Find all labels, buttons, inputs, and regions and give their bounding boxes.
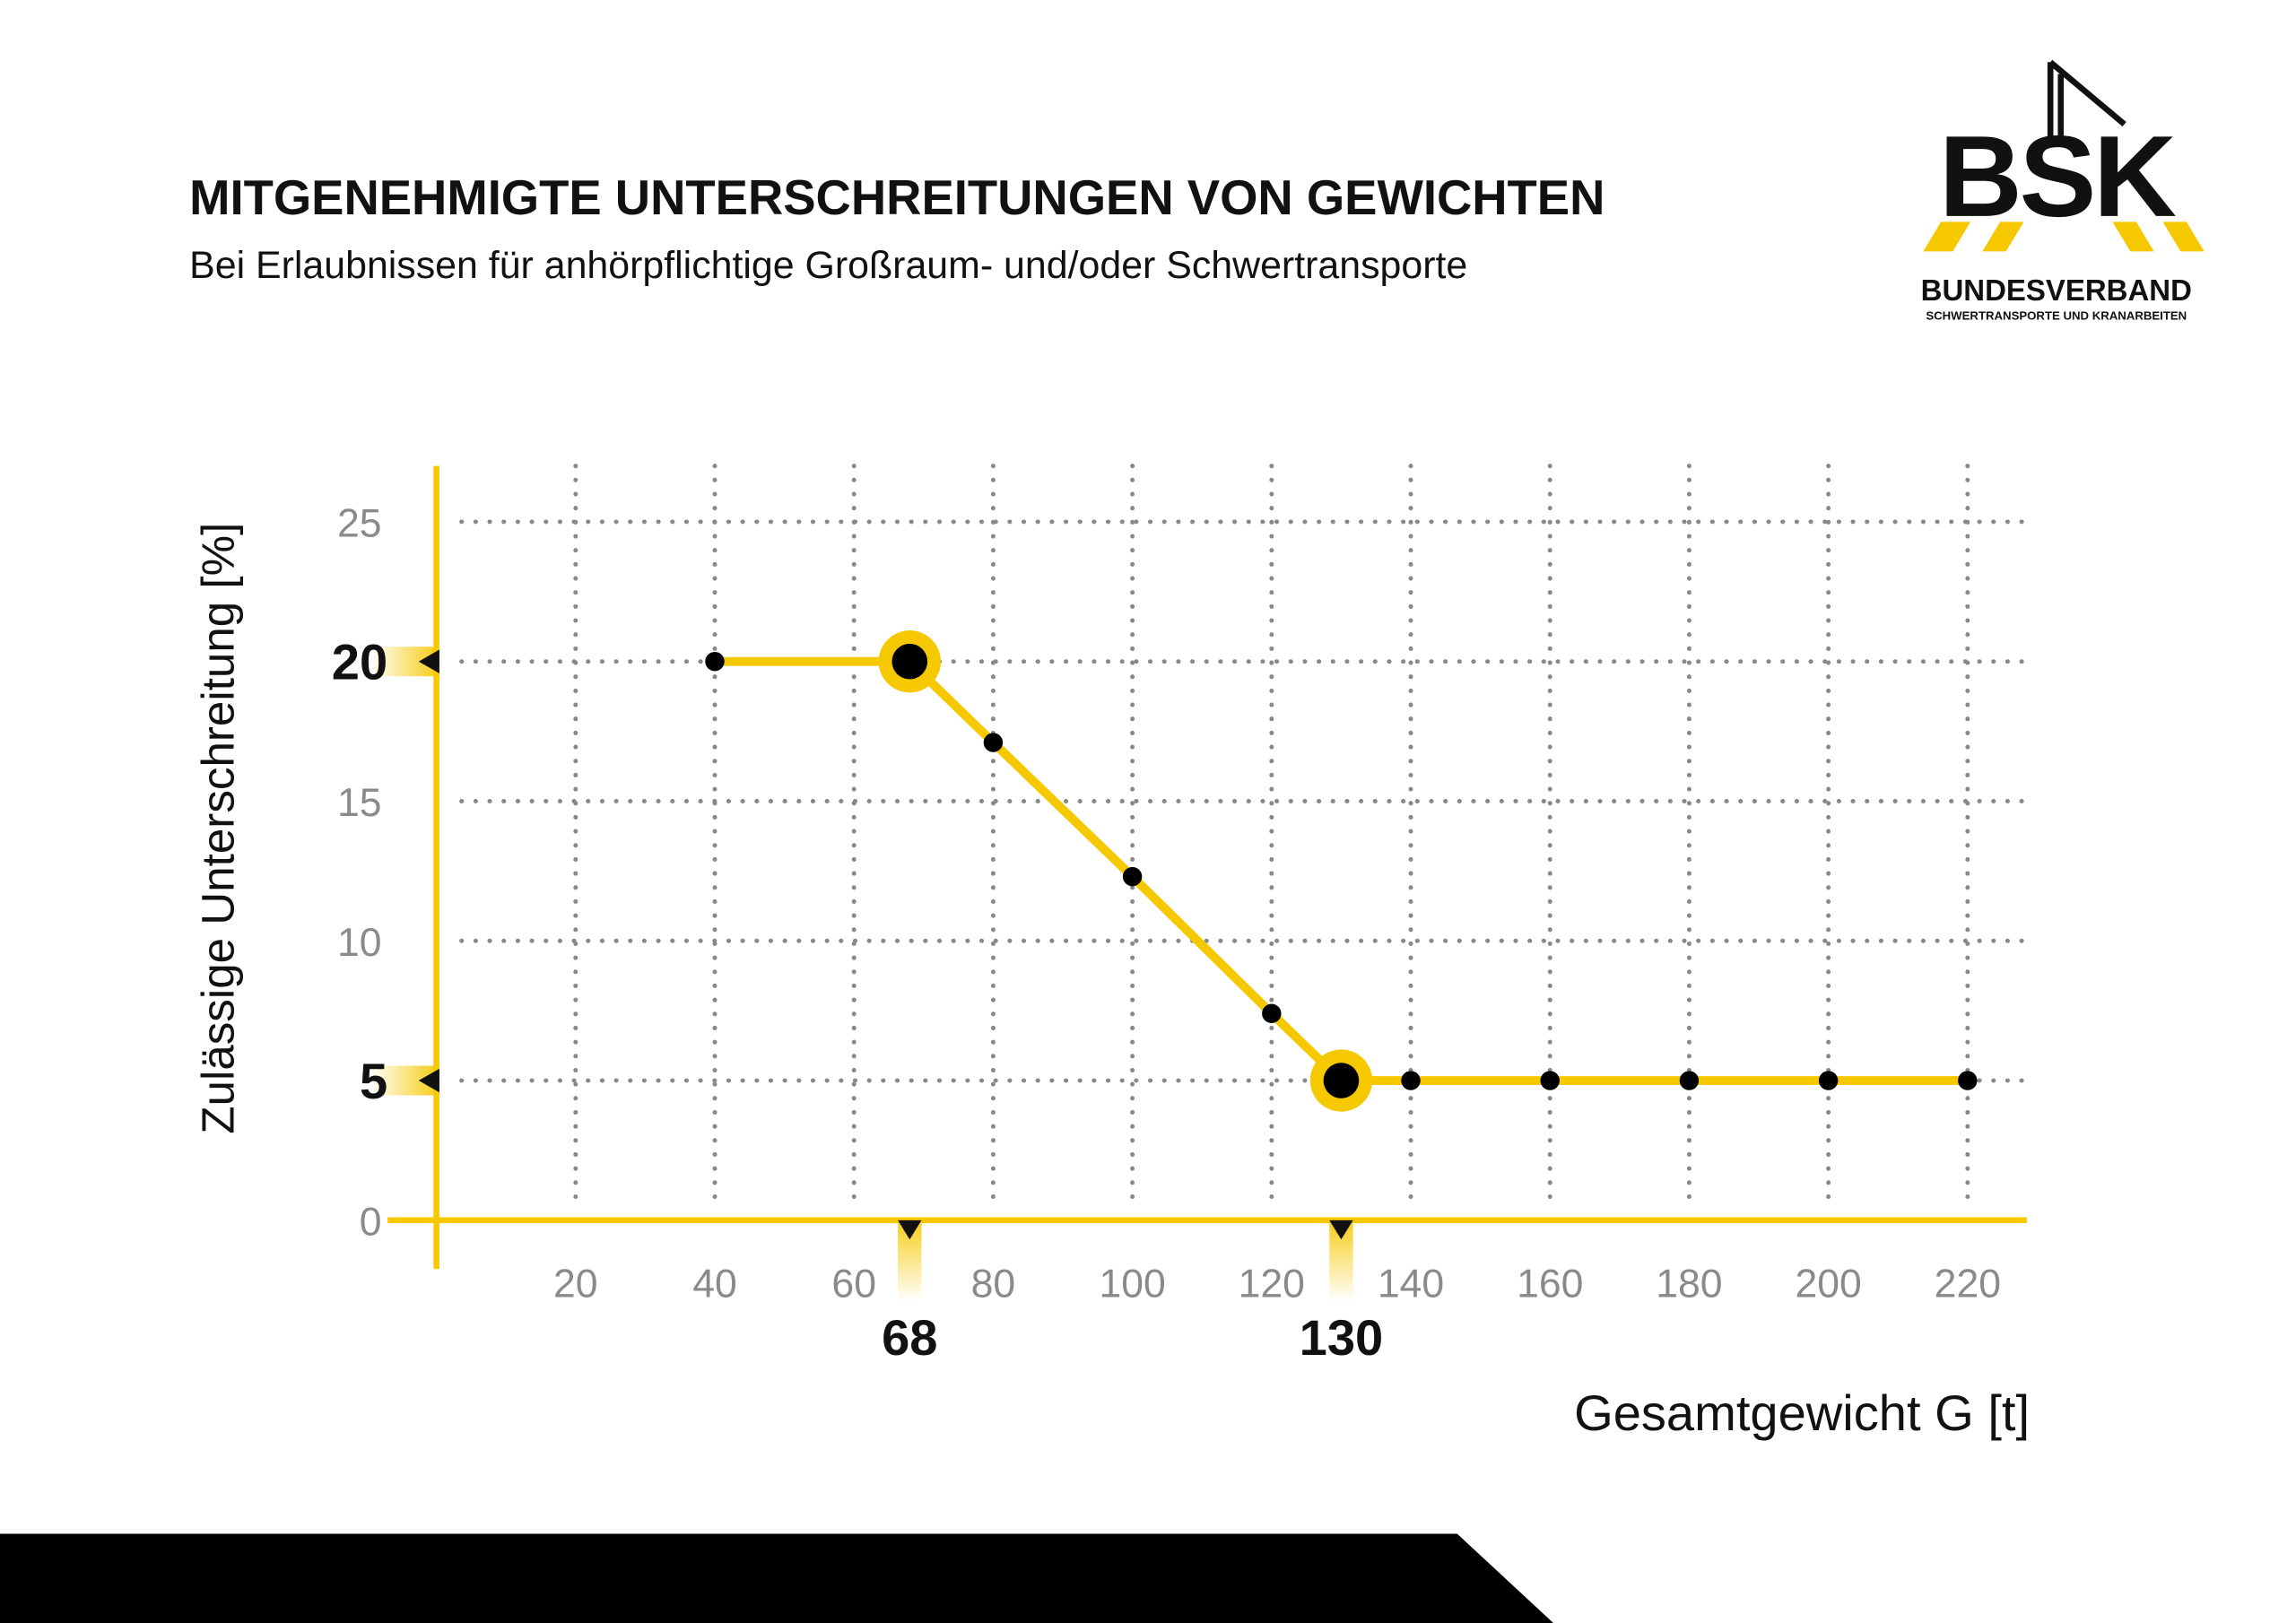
x-tick-label: 180 (1656, 1263, 1722, 1306)
logo-mark: BSK (1939, 113, 2176, 241)
highlight-arrow-x (898, 1219, 922, 1240)
x-tick-label: 120 (1239, 1263, 1305, 1306)
x-tick-label: 60 (831, 1263, 876, 1306)
data-point (705, 651, 725, 672)
x-tick-label: 100 (1099, 1263, 1165, 1306)
x-tick-label: 160 (1517, 1263, 1583, 1306)
data-point (983, 733, 1004, 752)
logo-tagline: SCHWERTRANSPORTE UND KRANARBEITEN (1926, 308, 2187, 322)
x-tick-label: 220 (1935, 1263, 2001, 1306)
x-tick-label: 80 (971, 1263, 1016, 1306)
data-point (1818, 1071, 1839, 1090)
data-point (1679, 1071, 1700, 1090)
highlight-x-label: 68 (882, 1309, 937, 1366)
x-tick-label: 200 (1795, 1263, 1861, 1306)
y-tick-label: 25 (337, 501, 382, 545)
highlight-x-label: 130 (1300, 1309, 1384, 1366)
logo-name: BUNDESVERBAND (1921, 273, 2192, 307)
footer-bar (0, 1533, 1553, 1623)
data-line (715, 656, 1968, 1085)
x-tick-label: 20 (553, 1263, 598, 1306)
highlight-point (891, 643, 928, 680)
chart-title: MITGENEHMIGTE UNTERSCHREITUNGEN VON GEWI… (189, 170, 1605, 225)
logo-stripes (1923, 221, 2205, 252)
x-axis-label: Gesamtgewicht G [t] (1574, 1384, 2030, 1441)
highlight-point (1323, 1063, 1360, 1098)
y-axis-label: Zulässige Unterschreitung [%] (193, 523, 244, 1134)
highlight-y-label: 20 (332, 633, 387, 690)
data-point (1401, 1071, 1421, 1090)
y-tick-label: 10 (337, 921, 382, 965)
logo-crane (2047, 59, 2126, 145)
logo: BSK BUNDESVERBAND SCHWERTRANSPORTE UND K… (1921, 59, 2205, 322)
y-tick-label: 0 (360, 1200, 382, 1244)
plot: 20 40 60 80 100 120 140 160 180 200 220 0 10 15 25 20 68… (332, 464, 2030, 1366)
highlight-arrow-y (418, 1068, 439, 1093)
highlight-arrow-y (418, 649, 439, 673)
data-point (1958, 1071, 1978, 1090)
x-tick-label: 40 (692, 1263, 737, 1306)
highlight-arrow-x (1329, 1219, 1353, 1240)
data-point (1122, 866, 1143, 887)
data-point (1262, 1003, 1282, 1023)
data-point (1540, 1071, 1560, 1090)
highlight-y-label: 5 (360, 1053, 387, 1109)
chart-subtitle: Bei Erlaubnissen für anhörpflichtige Gro… (189, 244, 1467, 287)
x-tick-label: 140 (1378, 1263, 1444, 1306)
y-tick-label: 15 (337, 781, 382, 825)
